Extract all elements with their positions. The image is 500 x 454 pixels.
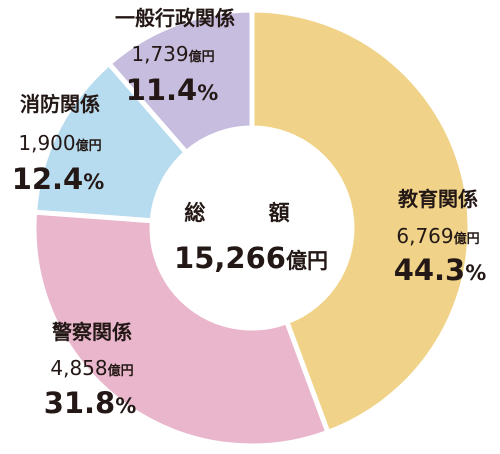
slice-label-percent-line: 44.3% bbox=[394, 253, 487, 287]
center-title: 総 額 bbox=[184, 201, 317, 225]
slice-label-fire: 消防関係 1,900億円 12.4% bbox=[12, 92, 105, 196]
slice-label-value-line: 6,769億円 bbox=[396, 224, 479, 248]
slice-police bbox=[31, 209, 332, 449]
center-total-value-line: 15,266億円 bbox=[174, 241, 328, 275]
slice-label-value-line: 1,900億円 bbox=[18, 131, 101, 155]
slice-label-percent-sign: % bbox=[465, 261, 486, 285]
slice-label-value: 6,769 bbox=[396, 224, 453, 248]
slice-label-percent-sign: % bbox=[83, 170, 104, 194]
slice-label-percent: 44.3 bbox=[394, 253, 466, 287]
slice-label-unit: 億円 bbox=[108, 363, 134, 379]
slice-label-unit: 億円 bbox=[76, 138, 102, 154]
center-total-unit: 億円 bbox=[286, 249, 328, 273]
donut-slices bbox=[31, 7, 473, 449]
slice-label-name: 教育関係 bbox=[398, 187, 478, 211]
slice-label-percent-sign: % bbox=[197, 81, 218, 105]
slice-label-value: 1,900 bbox=[18, 131, 75, 155]
slice-label-name: 警察関係 bbox=[52, 320, 132, 344]
slice-label-percent-line: 31.8% bbox=[44, 386, 137, 420]
slice-label-percent: 11.4 bbox=[126, 73, 198, 107]
slice-label-percent: 31.8 bbox=[44, 386, 116, 420]
center-total-value: 15,266 bbox=[174, 241, 286, 275]
slice-label-percent-line: 11.4% bbox=[126, 73, 219, 107]
slice-label-name: 消防関係 bbox=[20, 92, 100, 116]
slice-label-police: 警察関係 4,858億円 31.8% bbox=[44, 320, 137, 420]
slice-label-percent: 12.4 bbox=[12, 162, 84, 196]
slice-label-value-line: 4,858億円 bbox=[50, 356, 133, 380]
slice-label-name: 一般行政関係 bbox=[115, 6, 235, 30]
slice-general-admin bbox=[105, 7, 255, 157]
slice-label-percent-sign: % bbox=[115, 394, 136, 418]
slice-label-value-line: 1,739億円 bbox=[131, 42, 214, 66]
center-total: 総 額 15,266億円 bbox=[174, 201, 328, 275]
slice-education bbox=[249, 7, 473, 436]
slice-label-education: 教育関係 6,769億円 44.3% bbox=[394, 187, 487, 287]
slice-label-value: 4,858 bbox=[50, 356, 107, 380]
slice-label-general-admin: 一般行政関係 1,739億円 11.4% bbox=[115, 6, 235, 107]
slice-label-value: 1,739 bbox=[131, 42, 188, 66]
slice-label-unit: 億円 bbox=[189, 49, 215, 65]
slice-label-percent-line: 12.4% bbox=[12, 162, 105, 196]
slice-label-unit: 億円 bbox=[454, 231, 480, 247]
